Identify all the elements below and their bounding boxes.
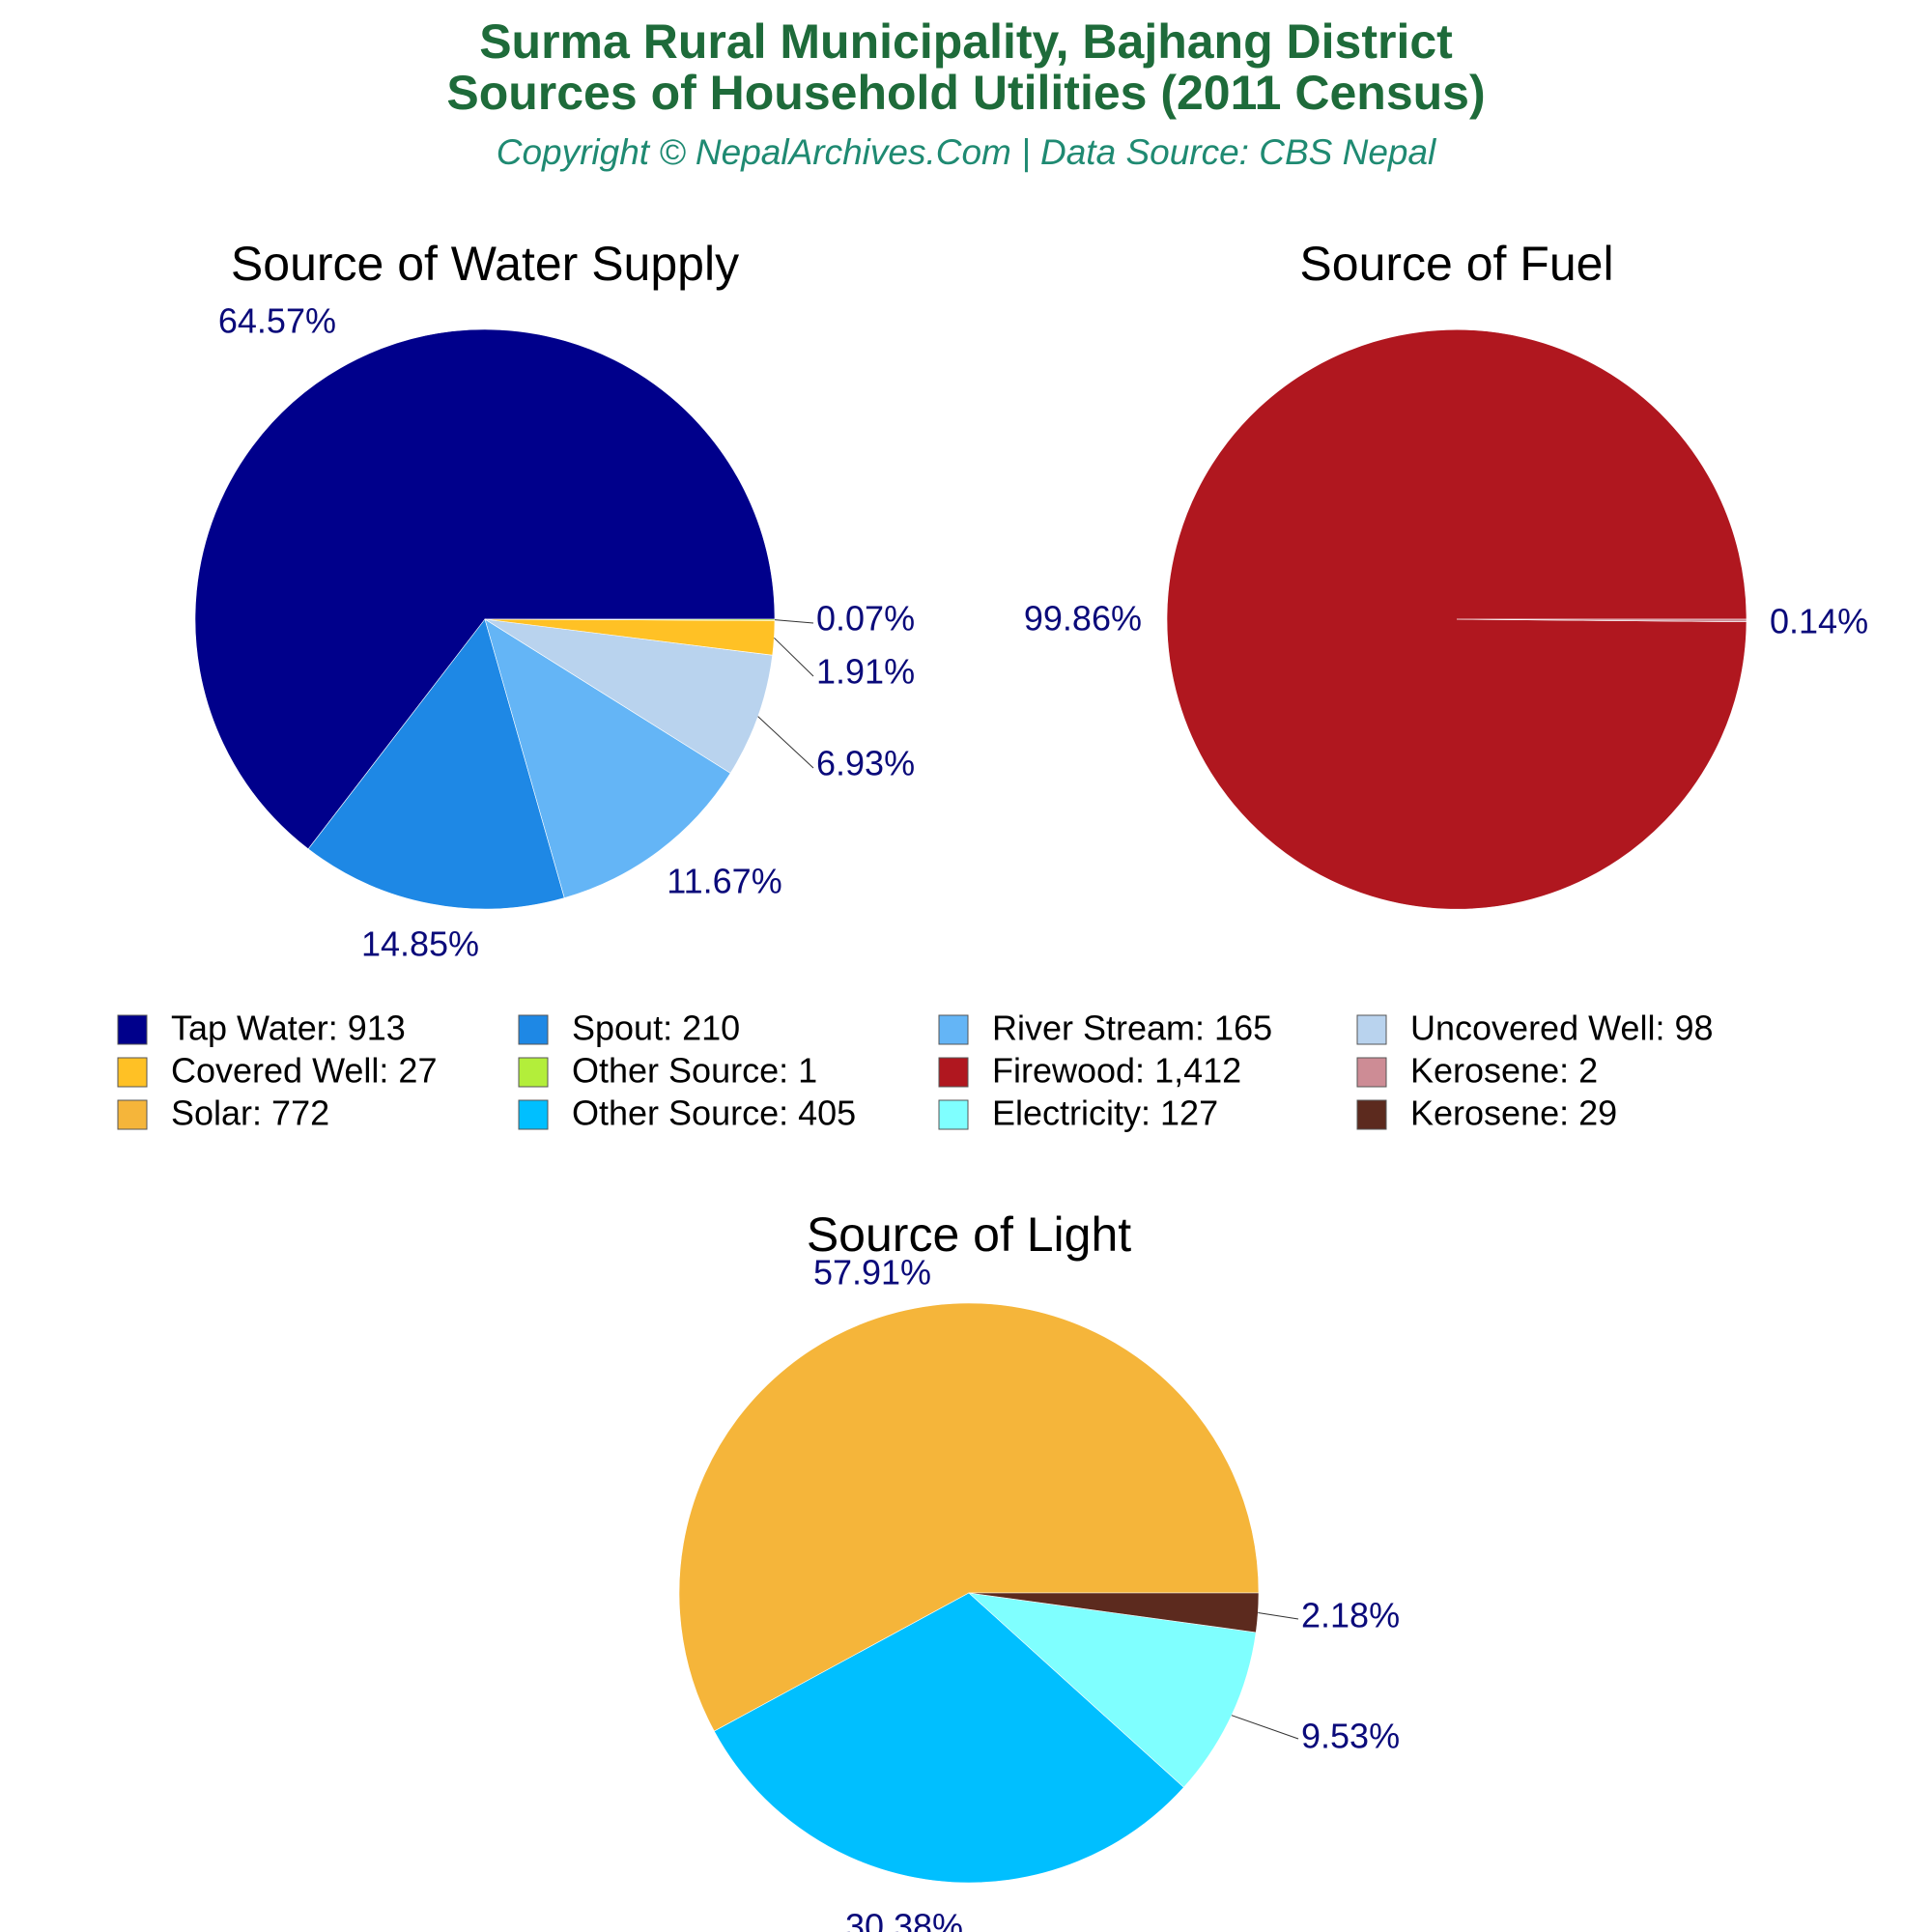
percent-label-covered-well: 1.91% [816,652,915,692]
legend-swatch-spout-210 [518,1014,549,1045]
percent-label-uncovered-well: 6.93% [816,744,915,783]
percent-label-kerosene: 0.14% [1770,602,1868,641]
legend-swatch-river-stream-165 [938,1014,969,1045]
slice-river-stream [484,618,731,898]
legend-label-kerosene-2: Kerosene: 2 [1410,1051,1598,1091]
legend: Tap Water: 913 Spout: 210 River Stream: 16… [117,1009,1714,1133]
legend-swatch-uncovered-well-98 [1356,1014,1387,1045]
chart-subtitle: Copyright © NepalArchives.Com | Data Sou… [497,132,1437,172]
source-of-water-supply-title: Source of Water Supply [231,237,739,291]
percent-label-other-source: 30.38% [845,1907,963,1932]
slice-spout [307,618,565,910]
leader-line-other-source [774,619,814,624]
percent-label-electricity: 9.53% [1301,1717,1400,1756]
slice-tap-water [194,328,776,850]
source-of-fuel-title: Source of Fuel [1299,237,1613,291]
water-supply-pie: Source of Water Supply 64.57% 14.85% 11.67%… [194,237,915,964]
legend-label-covered-well-27: Covered Well: 27 [171,1051,437,1091]
chart-title-line2: Sources of Household Utilities (2011 Cen… [446,66,1485,120]
slice-kerosene [968,1592,1260,1634]
percent-label-kerosene: 2.18% [1301,1596,1400,1635]
legend-label-other-source-405: Other Source: 405 [572,1094,856,1133]
percent-label-firewood: 99.86% [1024,599,1142,639]
source-of-light-title: Source of Light [807,1208,1131,1262]
percent-label-spout: 14.85% [361,924,479,964]
slice-kerosene [1456,618,1747,622]
legend-label-uncovered-well-98: Uncovered Well: 98 [1410,1009,1714,1048]
fuel-pie: Source of Fuel 99.86% 0.14% [1024,237,1868,910]
legend-swatch-other-source-405 [518,1099,549,1130]
legend-swatch-kerosene-29 [1356,1099,1387,1130]
legend-label-electricity-127: Electricity: 127 [992,1094,1218,1133]
legend-swatch-electricity-127 [938,1099,969,1130]
legend-swatch-tap-water-913 [117,1014,148,1045]
percent-label-solar: 57.91% [813,1253,931,1293]
legend-label-spout-210: Spout: 210 [572,1009,740,1048]
leader-line-electricity [1231,1715,1299,1740]
legend-label-other-source-1: Other Source: 1 [572,1051,817,1091]
slice-electricity [968,1592,1257,1788]
legend-label-firewood-1-412: Firewood: 1,412 [992,1051,1241,1091]
slice-uncovered-well [484,618,774,774]
legend-label-river-stream-165: River Stream: 165 [992,1009,1272,1048]
leader-line-uncovered-well [757,716,814,769]
percent-label-river-stream: 11.67% [667,862,781,901]
legend-swatch-kerosene-2 [1356,1057,1387,1088]
legend-label-solar-772: Solar: 772 [171,1094,329,1133]
legend-label-tap-water-913: Tap Water: 913 [171,1009,406,1048]
legend-label-kerosene-29: Kerosene: 29 [1410,1094,1617,1133]
leader-line-covered-well [774,637,814,677]
slice-solar [678,1302,1260,1732]
legend-swatch-other-source-1 [518,1057,549,1088]
percent-label-tap-water: 64.57% [218,301,336,341]
slice-other-source [713,1592,1184,1884]
chart-title-line1: Surma Rural Municipality, Bajhang Distri… [479,14,1453,69]
leader-line-kerosene [1258,1611,1299,1620]
legend-swatch-firewood-1-412 [938,1057,969,1088]
legend-swatch-solar-772 [117,1099,148,1130]
percent-label-other-source: 0.07% [816,599,915,639]
legend-swatch-covered-well-27 [117,1057,148,1088]
